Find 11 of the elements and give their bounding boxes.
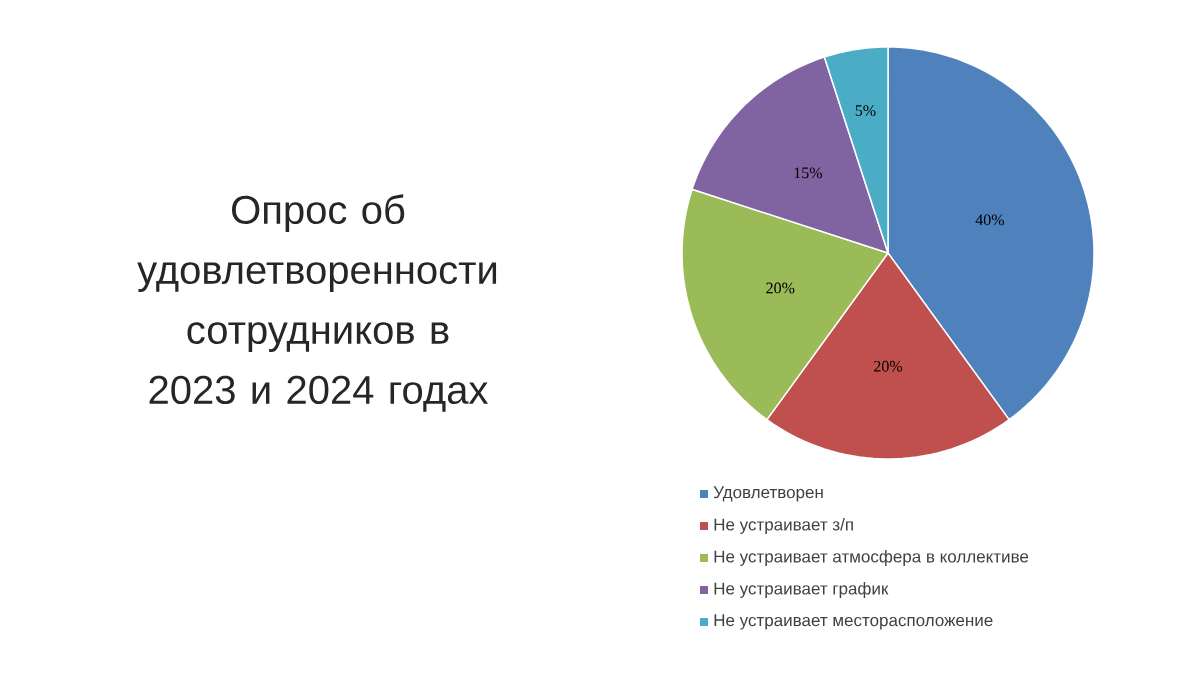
data-label: 5% (855, 105, 876, 116)
legend-label: Не устраивает з/п (714, 518, 853, 534)
text: Опрос об удовлетворенности сотрудников в 2023 и 2024 годах (137, 194, 497, 412)
legend-label: Удовлетворен (713, 486, 823, 502)
legend-label: Не устраивает атмосфера в коллективе (714, 550, 1029, 566)
legend-label: Не устраивает месторасположение (714, 614, 993, 630)
data-label: 15% (794, 167, 823, 179)
legend-label: Не устраивает график (714, 582, 889, 598)
data-label: 40% (975, 214, 1005, 226)
data-label: 20% (874, 360, 903, 372)
data-label: 20% (766, 282, 795, 294)
